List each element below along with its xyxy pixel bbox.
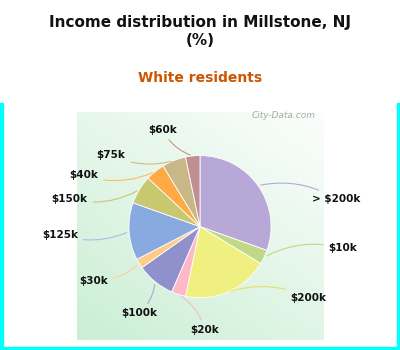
Text: $100k: $100k: [121, 285, 157, 318]
Wedge shape: [200, 227, 267, 264]
Wedge shape: [148, 166, 200, 227]
Wedge shape: [142, 227, 200, 292]
Text: $10k: $10k: [267, 243, 358, 256]
Text: $75k: $75k: [97, 149, 171, 164]
Text: City-Data.com: City-Data.com: [252, 111, 316, 120]
Text: $30k: $30k: [79, 265, 137, 286]
Text: $60k: $60k: [148, 125, 190, 155]
Text: $200k: $200k: [231, 286, 326, 303]
Wedge shape: [137, 227, 200, 268]
Wedge shape: [172, 227, 200, 296]
Text: $125k: $125k: [42, 230, 126, 240]
Text: > $200k: > $200k: [261, 183, 360, 204]
Wedge shape: [163, 157, 200, 227]
Text: $40k: $40k: [69, 170, 153, 181]
Wedge shape: [200, 155, 271, 250]
Text: Income distribution in Millstone, NJ
(%): Income distribution in Millstone, NJ (%): [49, 15, 351, 48]
Wedge shape: [129, 203, 200, 259]
Wedge shape: [133, 178, 200, 227]
Text: $150k: $150k: [52, 191, 137, 204]
Wedge shape: [186, 227, 261, 298]
Text: White residents: White residents: [138, 71, 262, 85]
Wedge shape: [186, 155, 200, 227]
Text: $20k: $20k: [181, 296, 219, 335]
